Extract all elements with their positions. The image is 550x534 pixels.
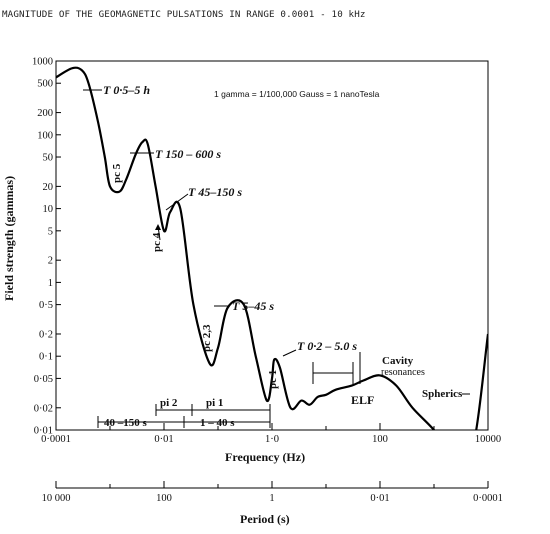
x-tick-label: 10000 <box>475 434 501 445</box>
y-tick-label: 100 <box>37 130 53 141</box>
y-tick-label: 20 <box>43 182 54 193</box>
field-strength-curve <box>56 66 488 430</box>
pc4-arrowhead <box>155 224 161 230</box>
x-axis: 0·0001 0·01 1·0 100 10000 <box>41 423 501 445</box>
y-axis-title: Field strength (gammas) <box>2 176 16 301</box>
y-tick-label: 2 <box>48 256 53 267</box>
elf-label: ELF <box>351 393 374 407</box>
y-axis: 1000 500 200 100 50 20 10 5 2 1 0·5 0·2 0·1 0·05 0·02 0… <box>32 57 61 437</box>
y-tick-label: 5 <box>48 226 53 237</box>
y-tick-label: 50 <box>43 153 54 164</box>
pi2-period-label: 40 –150 s <box>104 417 148 429</box>
pc23-label: pc 2,3 <box>201 324 213 352</box>
pc5-label: pc 5 <box>111 163 123 183</box>
annotation-t-02-50s: T 0·2 – 5.0 s <box>297 339 357 353</box>
y-tick-label: 0·05 <box>34 374 53 385</box>
x-tick-label: 1·0 <box>265 434 279 445</box>
cavity-resonance-marks <box>312 352 361 384</box>
y-tick-label: 0·02 <box>34 403 53 414</box>
period-tick-label: 100 <box>156 493 172 504</box>
x-axis-title: Frequency (Hz) <box>225 450 305 464</box>
pi2-label: pi 2 <box>160 397 178 409</box>
spherics-label: Spherics <box>422 388 463 400</box>
y-tick-label: 500 <box>37 79 53 90</box>
cavity-label: Cavity <box>382 355 414 367</box>
leader-line <box>165 193 189 211</box>
annotation-t-150-600s: T 150 – 600 s <box>155 147 221 161</box>
period-axis-title: Period (s) <box>240 512 290 526</box>
annotation-t-5-45s: T 5–45 s <box>232 299 274 313</box>
period-axis: 10 000 100 1 0·01 0·0001 <box>42 481 503 504</box>
period-tick-label: 0·01 <box>370 493 389 504</box>
y-tick-label: 1000 <box>32 57 53 68</box>
period-tick-label: 10 000 <box>42 493 71 504</box>
y-tick-label: 0·01 <box>34 426 53 437</box>
pi1-period-label: 1 – 40 s <box>200 417 235 429</box>
y-tick-label: 10 <box>43 204 54 215</box>
x-tick-label: 0·0001 <box>41 434 71 445</box>
pc1-label: pc 1 <box>267 370 279 389</box>
pi-bands <box>97 404 271 428</box>
annotation-t-45-150s: T 45–150 s <box>188 185 242 199</box>
y-tick-label: 200 <box>37 108 53 119</box>
unit-note: 1 gamma = 1/100,000 Gauss = 1 nanoTesla <box>214 89 380 99</box>
y-tick-label: 0·5 <box>39 300 53 311</box>
period-tick-label: 1 <box>269 493 274 504</box>
annotation-t-05-5h: T 0·5–5 h <box>103 83 150 97</box>
x-tick-label: 100 <box>372 434 388 445</box>
page-title: MAGNITUDE OF THE GEOMAGNETIC PULSATIONS … <box>2 9 366 20</box>
resonances-label: resonances <box>381 367 425 378</box>
period-tick-label: 0·0001 <box>473 493 503 504</box>
pc4-label: pc 4 <box>151 232 163 252</box>
y-tick-label: 0·1 <box>39 352 53 363</box>
leader-line <box>282 349 297 357</box>
y-tick-label: 0·2 <box>39 329 53 340</box>
pi1-label: pi 1 <box>206 397 223 409</box>
annotation-leaders <box>83 89 470 395</box>
y-tick-label: 1 <box>48 278 53 289</box>
x-tick-label: 0·01 <box>154 434 173 445</box>
